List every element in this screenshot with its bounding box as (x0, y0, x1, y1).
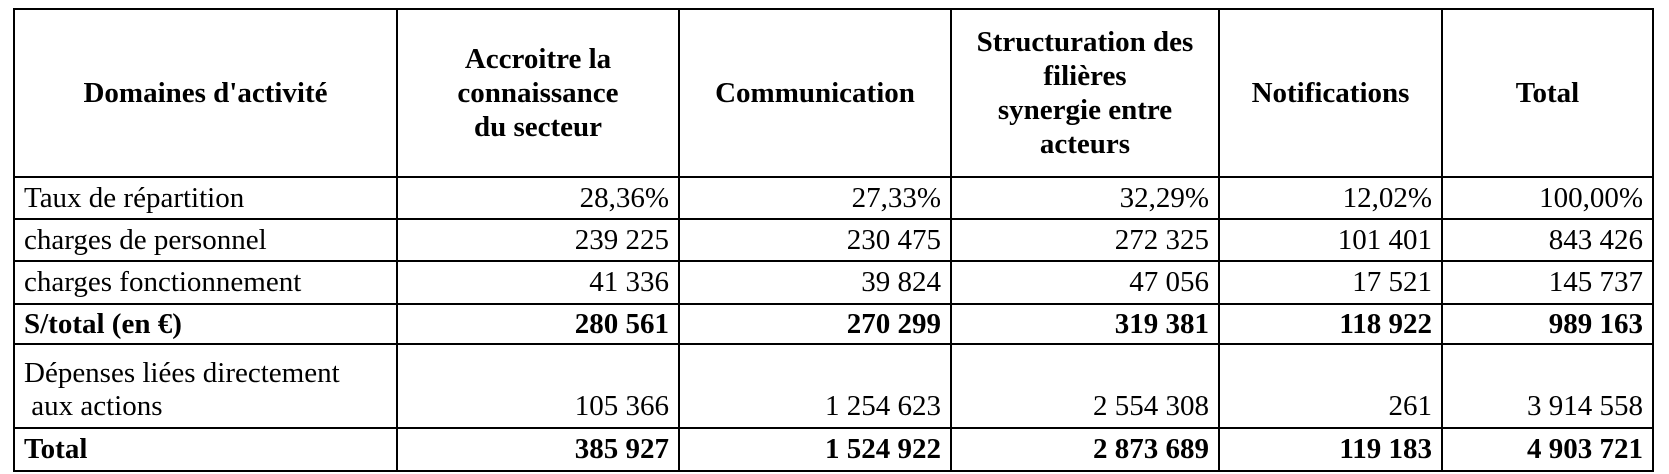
cell-value: 145 737 (1441, 260, 1654, 305)
cell-value: 239 225 (396, 218, 680, 262)
cell-value: 230 475 (678, 218, 952, 262)
cell-value: 47 056 (950, 260, 1220, 305)
table-header: Domaines d'activité Accroitre la connaiss… (13, 8, 1654, 178)
column-header-communication: Communication (678, 8, 952, 178)
cell-value: 32,29% (950, 176, 1220, 220)
table-row: charges fonctionnement 41 336 39 824 47 056… (13, 260, 1654, 305)
cell-value: 28,36% (396, 176, 680, 220)
cell-value: 1 254 623 (678, 343, 952, 429)
row-label: charges de personnel (13, 218, 398, 262)
cell-value: 1 524 922 (678, 427, 952, 472)
table-row: Dépenses liées directement aux actions 10… (13, 343, 1654, 429)
cell-value: 105 366 (396, 343, 680, 429)
cell-value: 385 927 (396, 427, 680, 472)
cell-value: 27,33% (678, 176, 952, 220)
table-row: Total 385 927 1 524 922 2 873 689 119 183 4 9… (13, 427, 1654, 472)
table-row: S/total (en €) 280 561 270 299 319 381 118 9… (13, 303, 1654, 345)
cell-value: 41 336 (396, 260, 680, 305)
cell-value: 17 521 (1218, 260, 1443, 305)
table-row: charges de personnel 239 225 230 475 272 32… (13, 218, 1654, 262)
row-label: Total (13, 427, 398, 472)
cell-value: 100,00% (1441, 176, 1654, 220)
column-header-accroitre-connaissance: Accroitre la connaissance du secteur (396, 8, 680, 178)
cell-value: 2 873 689 (950, 427, 1220, 472)
cell-value: 101 401 (1218, 218, 1443, 262)
cell-value: 261 (1218, 343, 1443, 429)
cell-value: 843 426 (1441, 218, 1654, 262)
column-header-notifications: Notifications (1218, 8, 1443, 178)
cell-value: 2 554 308 (950, 343, 1220, 429)
row-label: Dépenses liées directement aux actions (13, 343, 398, 429)
cell-value: 272 325 (950, 218, 1220, 262)
cell-value: 270 299 (678, 303, 952, 345)
column-header-structuration-filieres: Structuration des filières synergie entr… (950, 8, 1220, 178)
column-header-domaines-activite: Domaines d'activité (13, 8, 398, 178)
cell-value: 989 163 (1441, 303, 1654, 345)
row-label: S/total (en €) (13, 303, 398, 345)
cell-value: 319 381 (950, 303, 1220, 345)
cell-value: 119 183 (1218, 427, 1443, 472)
table-body: Taux de répartition 28,36% 27,33% 32,29% 12,… (13, 176, 1654, 472)
cell-value: 118 922 (1218, 303, 1443, 345)
activity-budget-table: Domaines d'activité Accroitre la connaiss… (13, 8, 1654, 472)
cell-value: 3 914 558 (1441, 343, 1654, 429)
cell-value: 12,02% (1218, 176, 1443, 220)
cell-value: 39 824 (678, 260, 952, 305)
column-header-total: Total (1441, 8, 1654, 178)
row-label: Taux de répartition (13, 176, 398, 220)
header-row: Domaines d'activité Accroitre la connaiss… (13, 8, 1654, 178)
cell-value: 4 903 721 (1441, 427, 1654, 472)
cell-value: 280 561 (396, 303, 680, 345)
row-label: charges fonctionnement (13, 260, 398, 305)
table-row: Taux de répartition 28,36% 27,33% 32,29% 12,… (13, 176, 1654, 220)
